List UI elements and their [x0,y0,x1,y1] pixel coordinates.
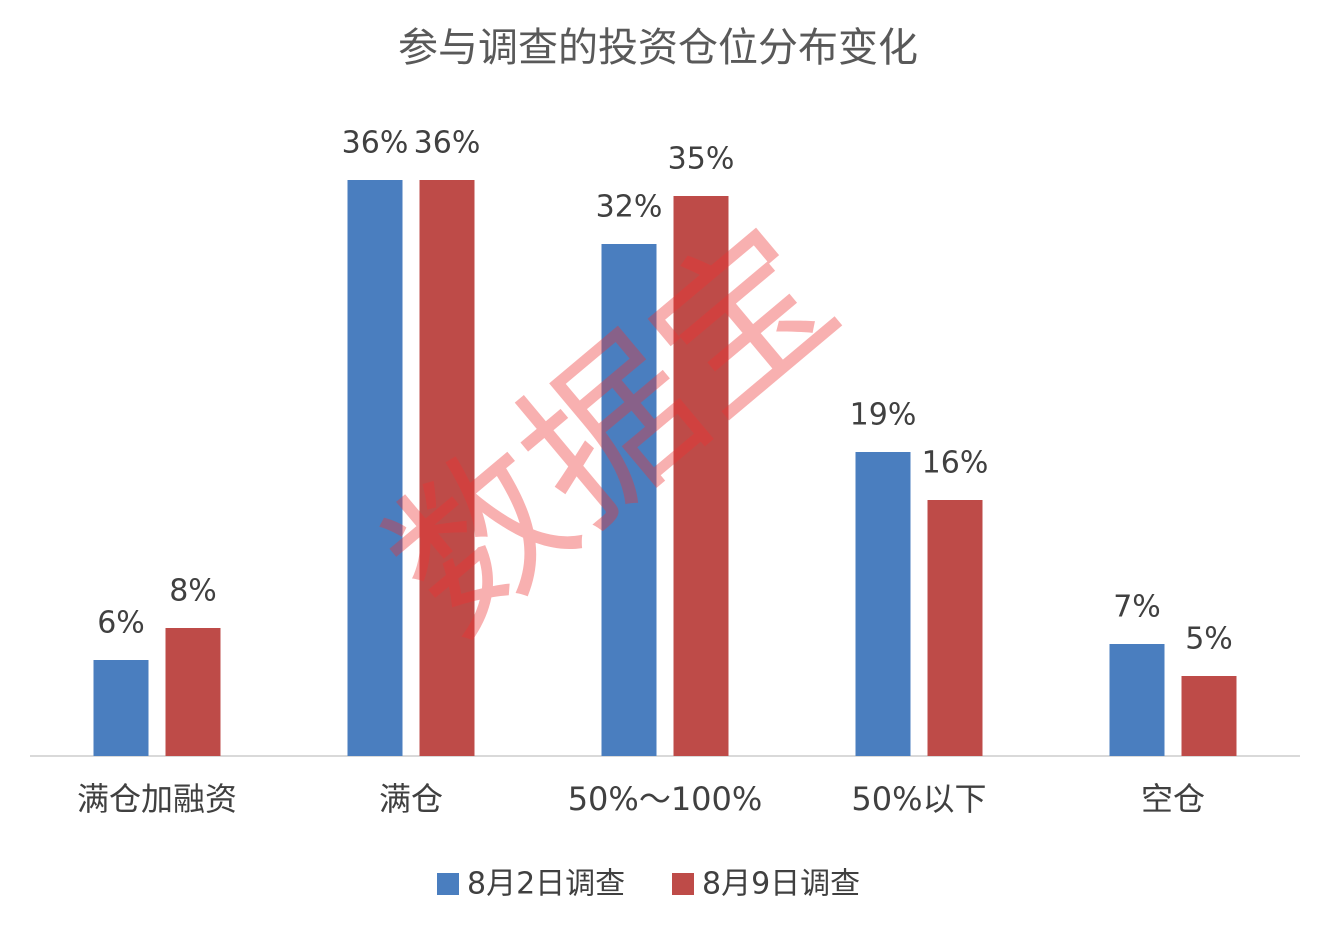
legend-swatch [437,873,459,895]
x-tick-label: 满仓加融资 [77,780,237,818]
value-label: 36% [414,126,481,161]
x-tick-label: 50%～100% [568,780,763,818]
legend-label: 8月2日调查 [467,867,625,902]
value-label: 7% [1113,590,1161,625]
value-label: 19% [850,398,917,433]
value-label: 32% [596,190,663,225]
bar [1109,644,1165,756]
x-tick-label: 满仓 [379,780,443,818]
bar [673,196,729,756]
x-tick-label: 空仓 [1141,780,1205,818]
bar [601,244,657,756]
value-label: 35% [668,142,735,177]
bar [419,180,475,756]
value-label: 36% [342,126,409,161]
plot-area: 满仓加融资 6% 8% 满仓 36% 36% 50%～100% 32%35% 50%以下 19%1… [77,126,1237,902]
bar [855,452,911,756]
bar [1181,676,1237,756]
legend-label: 8月9日调查 [702,867,860,902]
value-label: 8% [169,574,217,609]
x-tick-label: 50%以下 [851,780,986,818]
value-label: 6% [97,606,145,641]
bar [347,180,403,756]
value-label: 16% [922,446,989,481]
chart-title: 参与调查的投资仓位分布变化 [398,25,918,71]
bar [93,660,149,756]
legend-swatch [672,873,694,895]
bar [927,500,983,756]
value-label: 5% [1185,622,1233,657]
bar [165,628,221,756]
